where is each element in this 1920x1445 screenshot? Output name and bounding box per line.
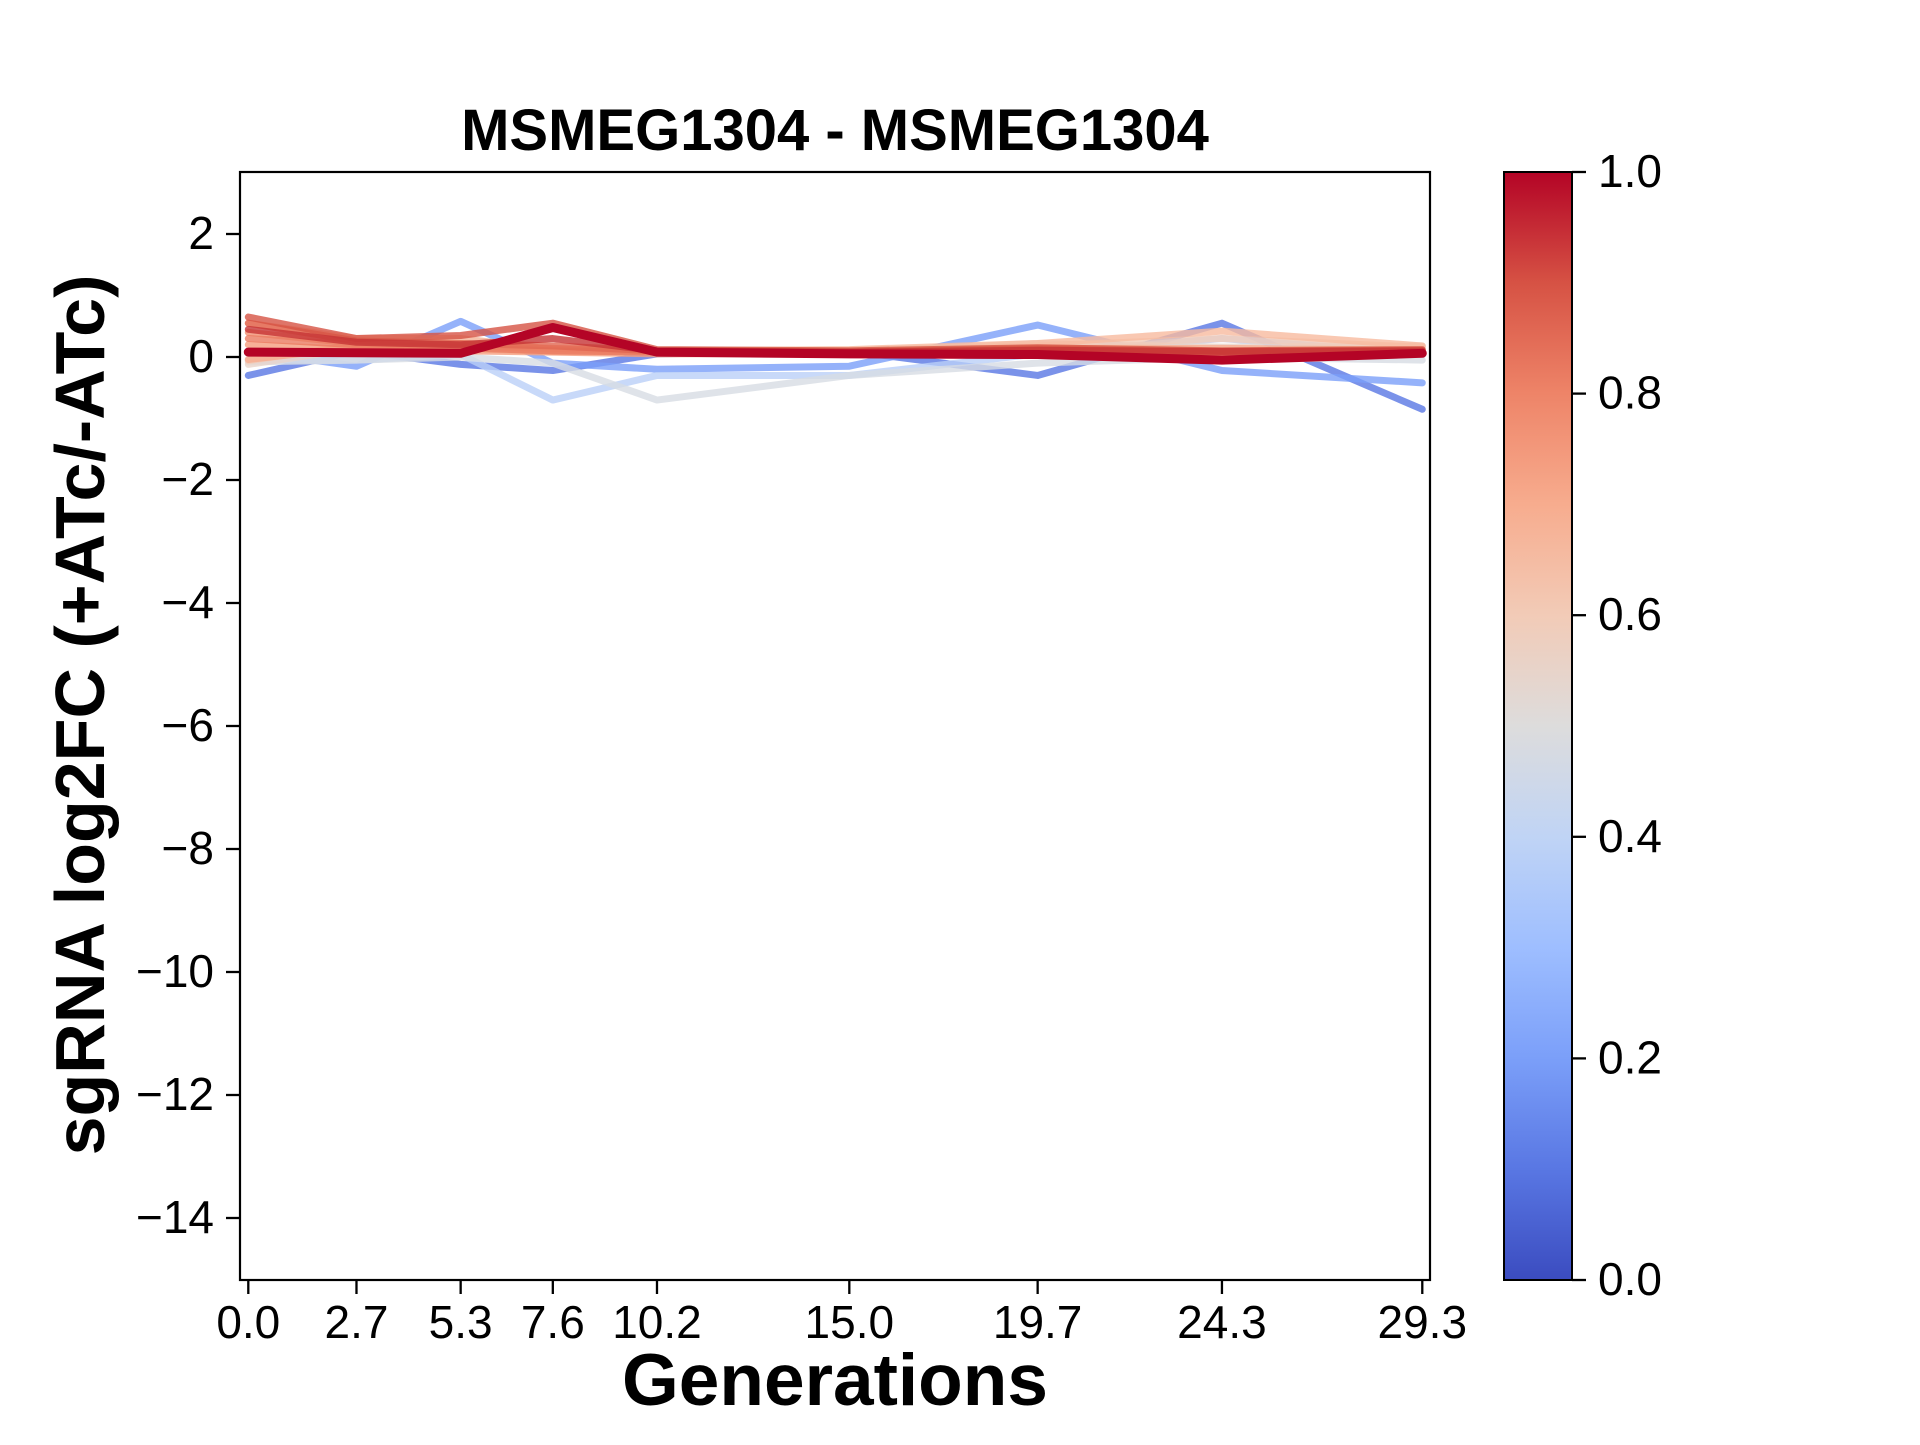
svg-text:MSMEG1304 - MSMEG1304: MSMEG1304 - MSMEG1304 — [461, 98, 1209, 163]
svg-text:7.6: 7.6 — [521, 1296, 585, 1348]
svg-text:−8: −8 — [162, 822, 214, 874]
svg-text:0: 0 — [188, 330, 214, 382]
svg-text:0.0: 0.0 — [216, 1296, 280, 1348]
svg-text:sgRNA log2FC (+ATc/-ATc): sgRNA log2FC (+ATc/-ATc) — [41, 275, 119, 1156]
svg-text:29.3: 29.3 — [1378, 1296, 1468, 1348]
svg-text:−2: −2 — [162, 453, 214, 505]
svg-text:−10: −10 — [136, 945, 214, 997]
svg-text:0.8: 0.8 — [1598, 367, 1662, 419]
svg-text:2.7: 2.7 — [325, 1296, 389, 1348]
svg-text:Generations: Generations — [622, 1340, 1048, 1421]
svg-text:0.0: 0.0 — [1598, 1253, 1662, 1305]
svg-text:0.6: 0.6 — [1598, 588, 1662, 640]
svg-text:24.3: 24.3 — [1177, 1296, 1267, 1348]
svg-text:−4: −4 — [162, 576, 214, 628]
svg-text:−6: −6 — [162, 699, 214, 751]
svg-text:1.0: 1.0 — [1598, 145, 1662, 197]
svg-text:5.3: 5.3 — [429, 1296, 493, 1348]
svg-text:0.2: 0.2 — [1598, 1031, 1662, 1083]
svg-text:0.4: 0.4 — [1598, 810, 1662, 862]
svg-text:−14: −14 — [136, 1191, 214, 1243]
svg-text:−12: −12 — [136, 1068, 214, 1120]
svg-text:2: 2 — [188, 207, 214, 259]
